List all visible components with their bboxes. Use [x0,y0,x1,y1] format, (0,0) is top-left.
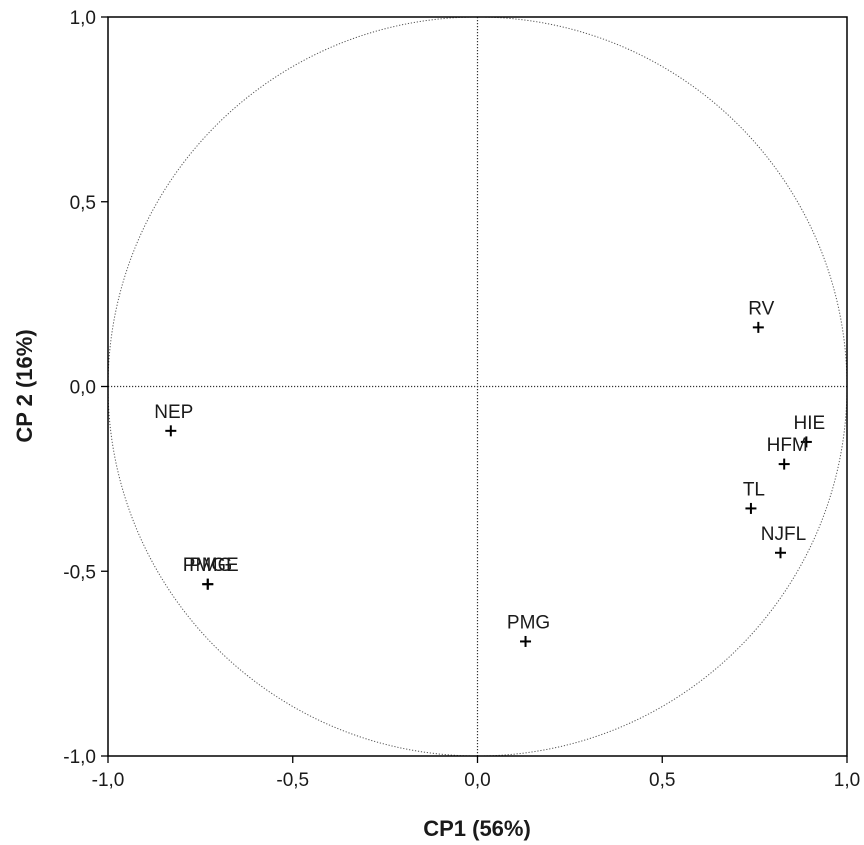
y-tick-label: 1,0 [70,8,96,29]
x-tick-label: 0,0 [464,770,490,791]
point-label: NJFL [761,524,806,545]
y-tick-label: -0,5 [63,562,96,583]
point-label: PMG [507,612,550,633]
plot-area: -1,0 -0,5 0,0 0,5 1,0 1,0 0,5 0,0 -0,5 -1,0 RV NEP H… [63,8,860,791]
data-point: NEP [154,402,193,437]
x-tick-label: -0,5 [276,770,309,791]
point-label: RV [748,298,774,319]
point-label: TL [743,479,765,500]
y-tick-label: 0,0 [70,378,96,399]
data-point: HFM [767,435,808,470]
x-tick-label: -1,0 [92,770,125,791]
data-point: RV [748,298,775,333]
data-point: PMG [507,612,550,647]
data-point: HIE [794,413,826,448]
point-label: PMG [189,555,232,576]
x-tick-label: 1,0 [834,770,860,791]
y-tick-label: 0,5 [70,193,96,214]
point-label: HFM [767,435,808,456]
x-axis-title: CP1 (56%) [423,816,531,841]
data-point: TL [743,479,765,514]
point-label: PMGE [183,555,239,576]
data-point: NJFL [761,524,806,559]
x-tick-label: 0,5 [649,770,675,791]
y-axis-title: CP 2 (16%) [12,329,37,442]
data-point: PMGE [183,555,239,590]
y-tick-label: -1,0 [63,747,96,768]
point-label: NEP [154,402,193,423]
point-label: HIE [794,413,826,434]
